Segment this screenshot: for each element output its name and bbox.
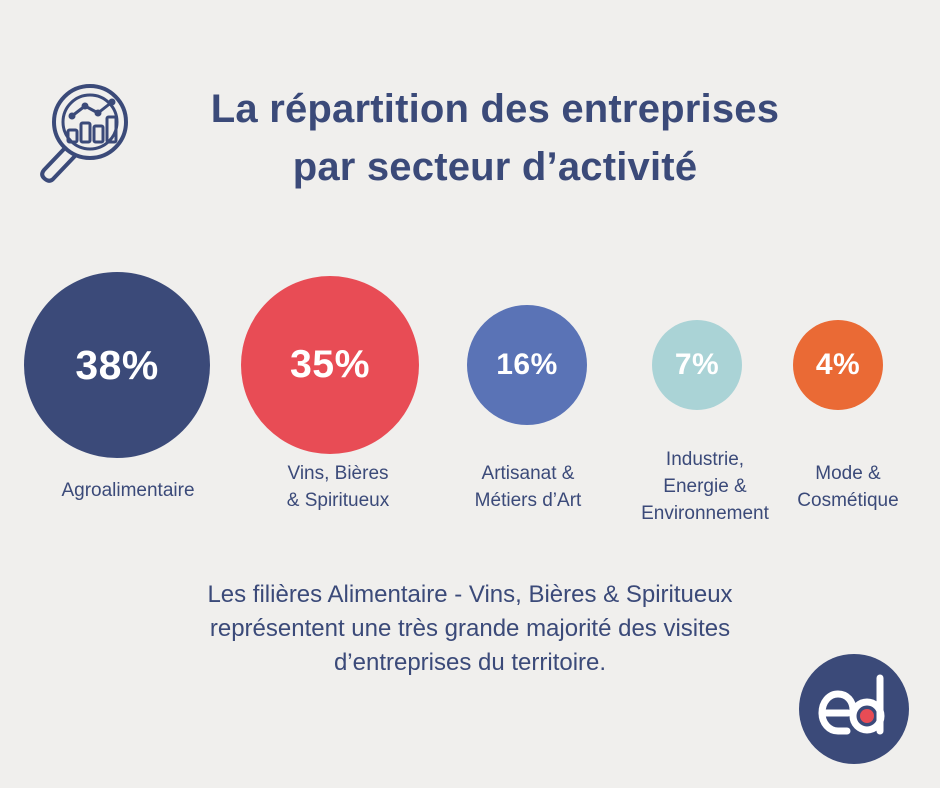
- bubble-label-vins-bieres-spiritueux: Vins, Bières & Spiritueux: [286, 463, 390, 511]
- summary-line-1: Les filières Alimentaire - Vins, Bières …: [207, 581, 733, 608]
- bubble-label-artisanat-metiers-dart: Artisanat & Métiers d’Art: [474, 463, 582, 511]
- bubble-agroalimentaire: 38%: [24, 272, 210, 458]
- bubble-value-artisanat-metiers-dart: 16%: [496, 347, 558, 381]
- summary-line-3: d’entreprises du territoire.: [333, 649, 607, 676]
- magnifier-chart-icon: [40, 84, 128, 183]
- summary-text: Les filières Alimentaire - Vins, Bières …: [120, 578, 820, 680]
- bubble-industrie-energie-environnement: 7%: [652, 320, 742, 410]
- page-title: La répartition des entreprises par secte…: [150, 80, 840, 196]
- bubble-mode-cosmetique: 4%: [793, 320, 883, 410]
- title-line-2: par secteur d’activité: [292, 145, 698, 189]
- bubble-value-industrie-energie-environnement: 7%: [674, 348, 720, 381]
- bubble-value-agroalimentaire: 38%: [75, 341, 159, 388]
- bubble-label-mode-cosmetique: Mode & Cosmétique: [797, 463, 899, 511]
- summary-line-2: représentent une très grande majorité de…: [209, 615, 731, 642]
- bubble-value-vins-bieres-spiritueux: 35%: [289, 342, 371, 387]
- ed-logo: [799, 654, 909, 764]
- bubble-artisanat-metiers-dart: 16%: [466, 304, 588, 426]
- sector-bubble-chart: 38% Agroalimentaire 35% Vins, Bières & S…: [0, 260, 940, 550]
- bubble-label-agroalimentaire: Agroalimentaire: [61, 480, 195, 501]
- title-line-1: La répartition des entreprises: [210, 87, 780, 131]
- bubble-label-industrie-energie-environnement: Industrie, Energie & Environnement: [641, 449, 769, 524]
- bubble-vins-bieres-spiritueux: 35%: [240, 275, 420, 455]
- bubble-value-mode-cosmetique: 4%: [815, 348, 861, 381]
